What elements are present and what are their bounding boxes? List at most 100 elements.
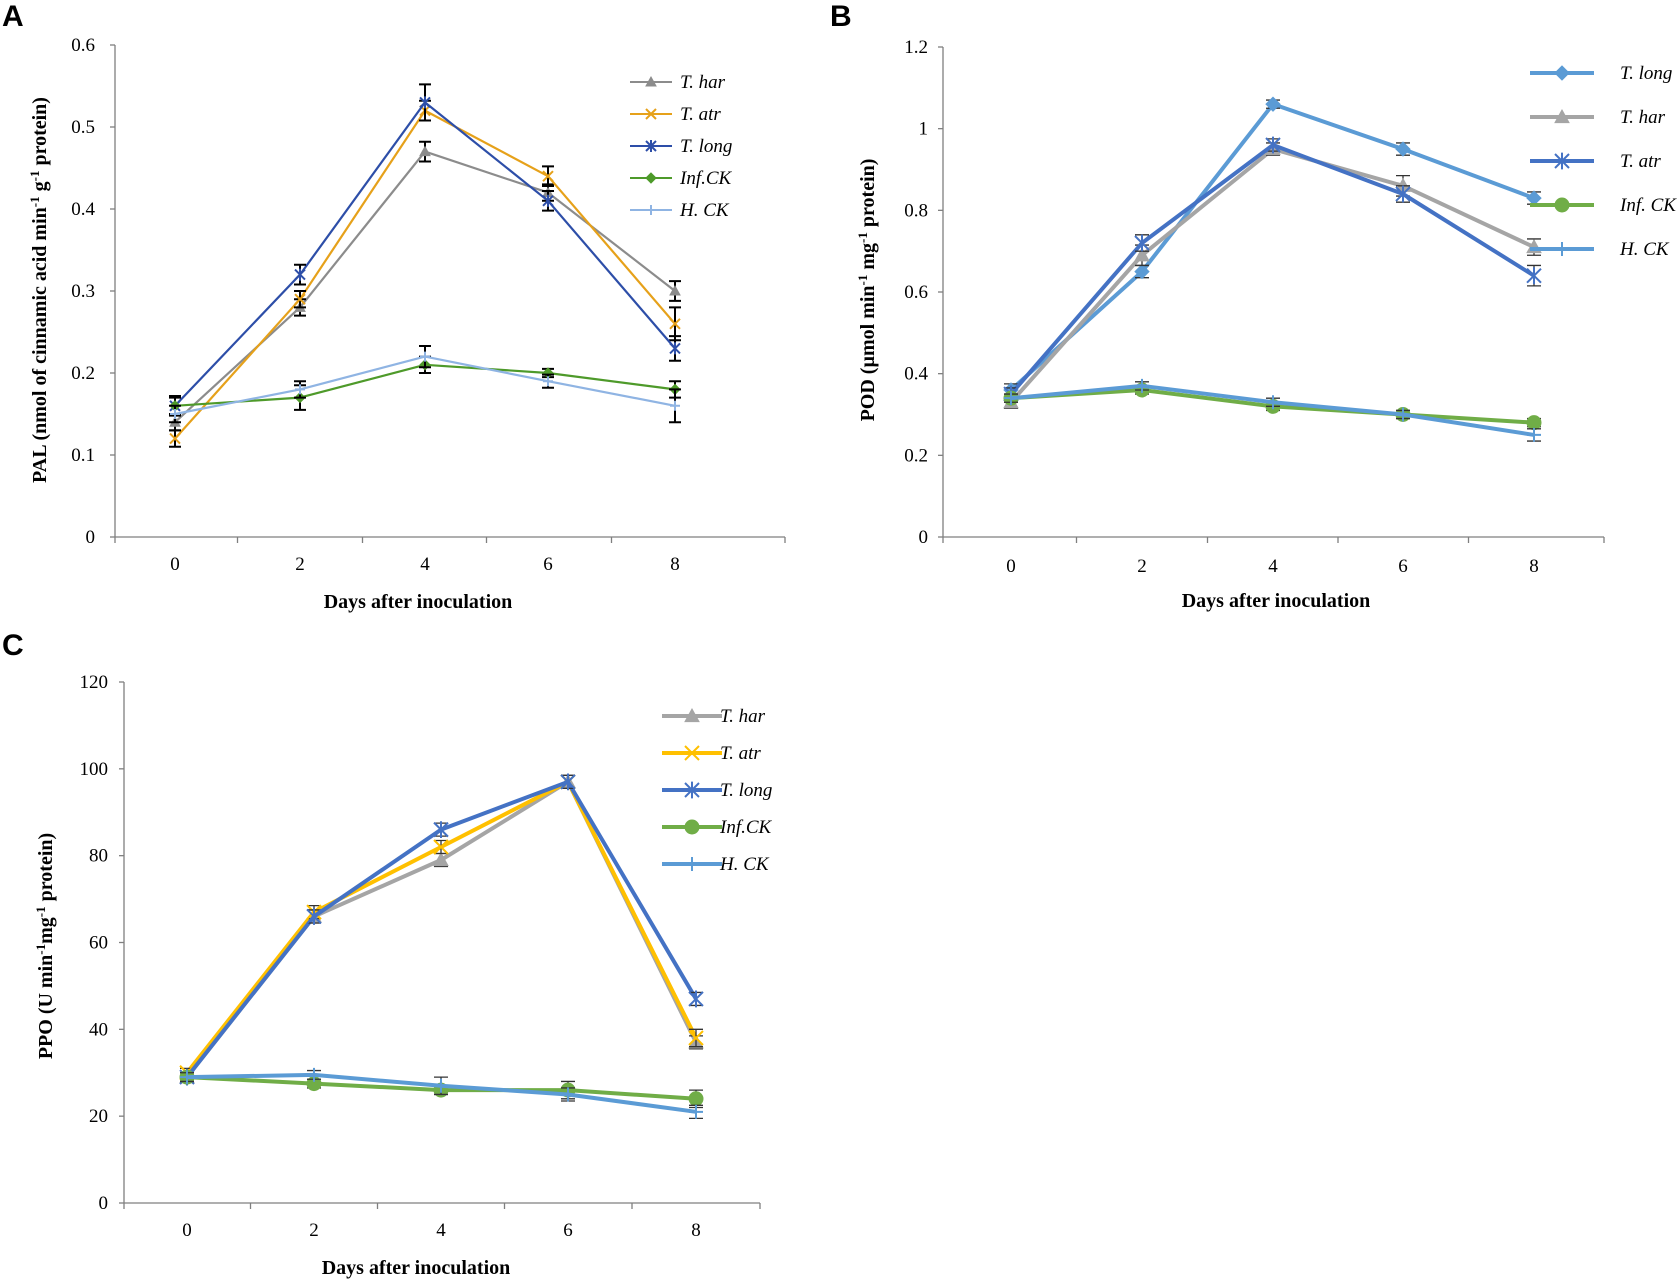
x-tick-label: 8: [1529, 556, 1539, 577]
x-axis-title: Days after inoculation: [1182, 590, 1371, 612]
legend-label: T. long: [1620, 63, 1672, 84]
legend-item: T. long: [630, 136, 732, 157]
x-tick-label: 4: [1268, 556, 1278, 577]
legend-label: Inf. CK: [1619, 195, 1677, 216]
y-title-part: mg: [35, 917, 57, 944]
series-layer: [1003, 96, 1542, 442]
y-title-part: protein): [29, 97, 51, 171]
y-tick-label: 0.2: [904, 445, 928, 466]
series-line: [174, 150, 676, 424]
legend-label: T. atr: [1620, 151, 1661, 172]
y-tick-label: 100: [80, 759, 109, 780]
y-tick-label: 0.6: [904, 282, 928, 303]
x-tick-label: 0: [170, 554, 180, 575]
y-tick-label: 0: [99, 1193, 109, 1214]
legend: T. long T. har T. atr Inf. CK H. CK: [1530, 63, 1677, 260]
y-title-sup: -1: [33, 906, 48, 917]
legend-marker: [645, 108, 657, 120]
series-t-long: [179, 773, 704, 1086]
y-title-sup: -1: [855, 232, 870, 243]
data-point: [433, 821, 449, 839]
data-point: [1395, 141, 1411, 157]
data-point: [561, 1087, 575, 1102]
data-point: [419, 145, 431, 157]
x-tick-label: 2: [1137, 556, 1147, 577]
legend-label: T. har: [680, 72, 726, 93]
legend: T. har T. atr T. long Inf.CK H. CK: [662, 706, 773, 875]
data-point: [420, 351, 430, 362]
legend-marker: [684, 707, 700, 723]
x-axis-title: Days after inoculation: [324, 591, 513, 613]
data-point: [688, 990, 704, 1008]
data-point: [669, 284, 681, 296]
data-point: [1265, 136, 1281, 154]
legend-marker: [684, 745, 700, 761]
legend-marker: [1554, 197, 1570, 213]
x-tick-label: 2: [309, 1220, 319, 1241]
data-point: [1135, 378, 1149, 393]
data-point: [1265, 96, 1281, 112]
legend-label: T. long: [720, 780, 772, 801]
y-tick-label: 0.4: [904, 364, 928, 385]
data-point: [294, 268, 306, 281]
legend-marker: [684, 819, 700, 835]
y-title-part: PPO (U min: [35, 955, 57, 1059]
series-layer: [179, 773, 704, 1119]
data-point: [1134, 263, 1150, 280]
x-tick-label: 6: [1398, 556, 1408, 577]
data-point: [170, 409, 180, 419]
data-point: [1134, 234, 1150, 252]
series-h-ck: [180, 1067, 703, 1119]
legend-label: T. atr: [720, 743, 761, 764]
legend-marker: [1554, 108, 1570, 124]
data-point: [1395, 185, 1411, 203]
data-point: [1527, 427, 1541, 442]
data-point: [1004, 391, 1018, 406]
x-axis-title: Days after inoculation: [322, 1257, 511, 1279]
panel-letter-c: C: [2, 629, 24, 662]
data-point: [669, 318, 681, 330]
x-tick-label: 4: [420, 554, 430, 575]
data-point: [294, 293, 306, 305]
data-point: [560, 773, 576, 791]
y-tick-label: 1.2: [904, 37, 928, 58]
x-tick-labels: 0 2 4 6 8: [123, 1203, 761, 1241]
series-h-ck: [169, 344, 681, 424]
series-t-har: [179, 773, 704, 1084]
x-tick-label: 8: [691, 1220, 701, 1241]
panel-letter-b: B: [830, 0, 852, 33]
legend-marker: [1554, 152, 1570, 170]
data-point: [1526, 415, 1542, 431]
legend-item: T. atr: [630, 104, 721, 125]
series-layer: [169, 83, 681, 448]
legend-marker: [1555, 242, 1569, 256]
y-title-sup: -1: [855, 275, 870, 286]
data-point: [1396, 407, 1410, 422]
x-tick-label: 4: [436, 1220, 446, 1241]
legend-item: Inf.CK: [662, 817, 773, 838]
legend-label: T. har: [1620, 107, 1666, 128]
legend-item: T. har: [630, 72, 726, 93]
series-t-har: [169, 140, 681, 432]
series-t-long: [1003, 96, 1542, 398]
y-title-part: protein): [35, 833, 57, 907]
legend-label: Inf.CK: [719, 817, 773, 838]
series-t-atr: [1003, 136, 1542, 403]
y-tick-label: 0.2: [71, 363, 95, 384]
series-line: [1009, 147, 1535, 404]
legend-item: Inf. CK: [1530, 195, 1677, 216]
y-tick-label: 80: [89, 846, 108, 867]
y-tick-label: 0.4: [71, 199, 95, 220]
y-tick-label: 0.5: [71, 117, 95, 138]
legend-label: Inf.CK: [679, 168, 733, 189]
y-tick-label: 0.1: [71, 445, 95, 466]
legend-item: T. har: [662, 706, 766, 727]
x-tick-label: 0: [1006, 556, 1016, 577]
data-point: [306, 908, 322, 925]
legend-marker: [684, 781, 700, 799]
y-title-part: POD (µmol min: [857, 285, 879, 421]
x-tick-label: 2: [295, 554, 305, 575]
legend-marker: [645, 75, 657, 87]
